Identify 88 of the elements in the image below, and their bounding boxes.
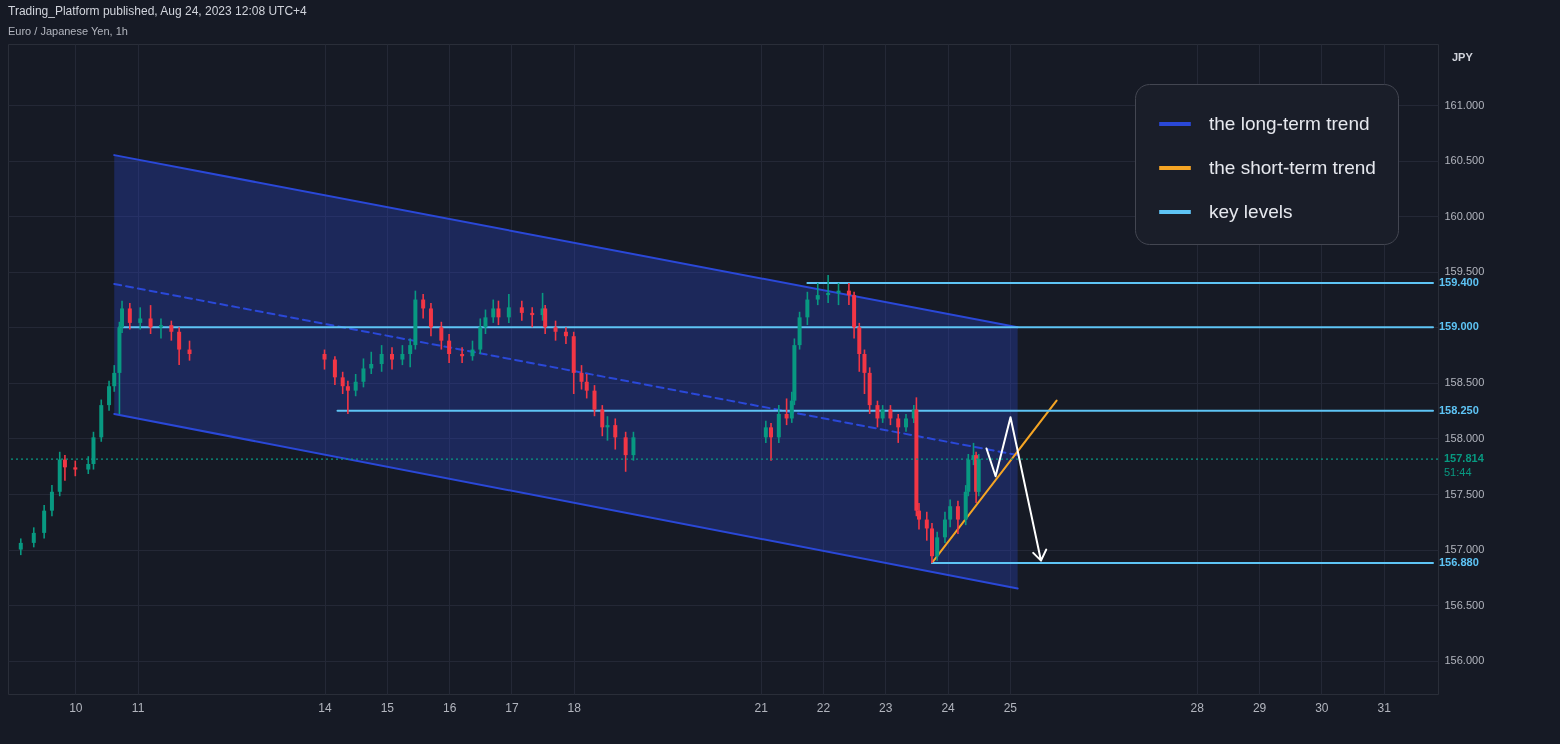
candlestick	[553, 319, 558, 342]
y-tick-label: 156.000	[1444, 654, 1485, 667]
x-tick-label: 11	[131, 700, 145, 715]
ref-line-label: 157.814	[1444, 452, 1485, 465]
x-tick-label: 24	[941, 700, 956, 715]
candlestick	[948, 498, 953, 529]
candlestick	[955, 499, 960, 535]
candlestick	[345, 379, 350, 415]
candlestick	[862, 348, 867, 395]
legend-label: the long-term trend	[1209, 113, 1370, 134]
x-tick-label: 18	[567, 700, 582, 715]
candlestick	[332, 355, 337, 386]
x-tick-label: 15	[380, 700, 395, 715]
candlestick	[600, 404, 605, 438]
candlestick	[353, 373, 358, 398]
candlestick	[390, 346, 395, 371]
candlestick	[935, 530, 940, 562]
data-label: 156.880	[1439, 555, 1479, 568]
candlestick	[127, 302, 132, 331]
x-tick-label: 22	[816, 700, 831, 715]
candlestick	[400, 344, 405, 366]
candlestick	[805, 290, 810, 326]
legend-label: key levels	[1209, 201, 1293, 222]
candlestick	[543, 304, 548, 335]
candlestick	[763, 419, 768, 444]
y-tick-label: 158.500	[1444, 376, 1485, 389]
candlestick	[169, 319, 174, 342]
data-label: 159.000	[1439, 320, 1479, 333]
data-label: 158.250	[1439, 403, 1479, 416]
y-tick-label: 156.500	[1444, 598, 1485, 611]
candlestick	[623, 430, 628, 473]
candlestick	[491, 298, 496, 324]
candlestick	[519, 299, 524, 322]
chart-title: Trading_Platform published, Aug 24, 2023 12:08 UTC+4	[8, 4, 308, 18]
candlestick	[177, 326, 182, 366]
y-tick-label: 157.500	[1444, 487, 1485, 500]
candlestick	[776, 404, 781, 444]
candlestick	[584, 373, 589, 400]
x-tick-label: 17	[505, 700, 519, 715]
candlestick	[42, 504, 47, 540]
candlestick	[322, 348, 327, 371]
candlestick	[62, 454, 67, 482]
candlestick	[769, 422, 774, 462]
candlestick	[875, 399, 880, 429]
x-tick-label: 14	[318, 700, 333, 715]
y-tick-label: 159.500	[1444, 265, 1485, 278]
candlestick	[31, 526, 36, 549]
y-tick-label: 158.000	[1444, 431, 1485, 444]
candlestick	[579, 364, 584, 391]
candlestick	[478, 317, 483, 355]
candlestick	[447, 333, 452, 364]
y-tick-label: 160.500	[1444, 154, 1485, 167]
candlestick	[408, 337, 413, 369]
candlestick	[942, 510, 947, 544]
x-tick-label: 28	[1190, 700, 1205, 715]
x-tick-label: 25	[1003, 700, 1018, 715]
candlestick	[49, 484, 54, 518]
data-label: 159.400	[1439, 275, 1479, 288]
text: 51:44	[1444, 466, 1472, 479]
candlestick	[148, 304, 153, 335]
candlestick	[439, 320, 444, 351]
candlestick	[896, 413, 901, 444]
candlestick	[112, 364, 117, 393]
y-tick-label: 160.000	[1444, 209, 1485, 222]
candlestick	[361, 357, 366, 389]
candlestick	[496, 299, 501, 326]
text: JPY	[1452, 51, 1474, 63]
candlestick	[506, 293, 511, 324]
y-tick-label: 157.000	[1444, 543, 1485, 556]
candlestick	[613, 417, 618, 451]
candlestick	[138, 306, 143, 331]
candlestick	[592, 384, 597, 418]
legend-label: the short-term trend	[1209, 157, 1376, 178]
candlestick	[379, 344, 384, 373]
x-tick-label: 31	[1377, 700, 1392, 715]
x-tick-label: 30	[1315, 700, 1329, 715]
candlestick	[483, 308, 488, 335]
x-tick-label: 21	[754, 700, 769, 715]
candlestick	[107, 379, 112, 412]
candlestick	[815, 282, 820, 306]
chart-subtitle: Euro / Japanese Yen, 1h	[8, 25, 128, 37]
candlestick	[428, 302, 433, 338]
x-tick-label: 29	[1252, 700, 1267, 715]
x-tick-label: 16	[442, 700, 457, 715]
x-tick-label: 10	[69, 700, 83, 715]
y-tick-label: 161.000	[1444, 98, 1485, 111]
x-tick-label: 23	[879, 700, 893, 715]
candlestick	[340, 370, 345, 395]
